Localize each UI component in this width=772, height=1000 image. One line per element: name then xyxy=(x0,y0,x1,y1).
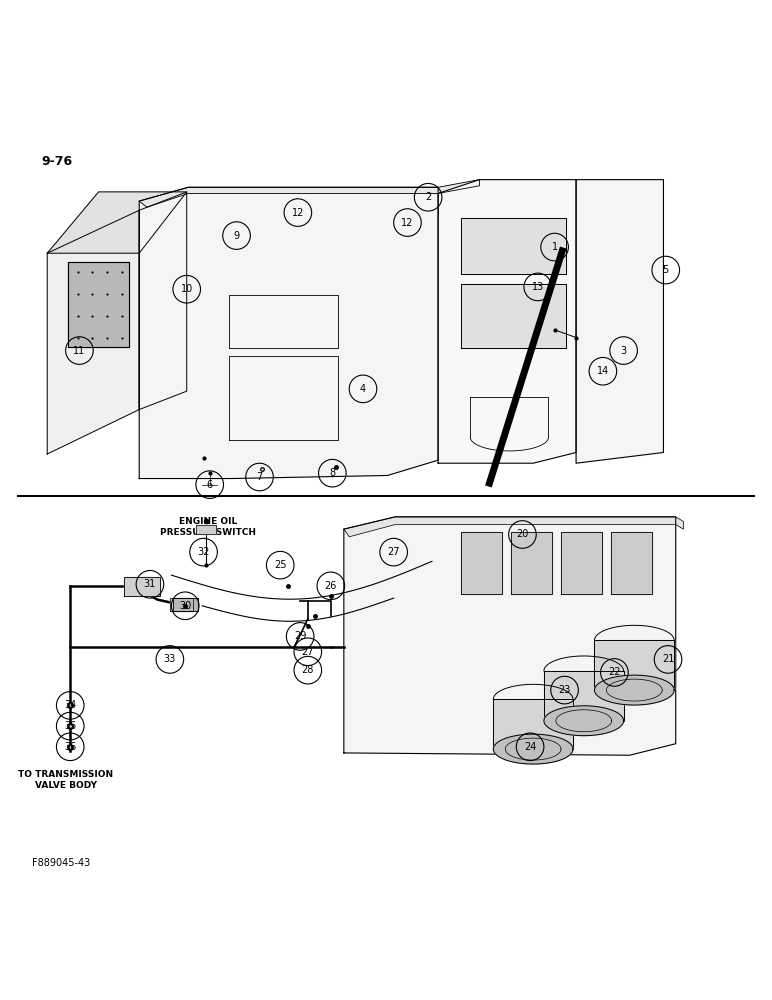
Polygon shape xyxy=(461,532,503,594)
Text: 29: 29 xyxy=(294,631,306,641)
Text: 21: 21 xyxy=(662,654,674,664)
Polygon shape xyxy=(139,180,479,207)
Text: 27: 27 xyxy=(302,647,314,657)
Polygon shape xyxy=(139,192,187,410)
Polygon shape xyxy=(544,671,624,721)
Polygon shape xyxy=(344,517,676,755)
Polygon shape xyxy=(493,699,573,749)
Polygon shape xyxy=(170,598,193,611)
Text: 33: 33 xyxy=(164,654,176,664)
Text: 9: 9 xyxy=(233,231,239,241)
Text: 8: 8 xyxy=(330,468,335,478)
Polygon shape xyxy=(511,532,552,594)
Polygon shape xyxy=(173,598,198,611)
Text: TO TRANSMISSION
VALVE BODY: TO TRANSMISSION VALVE BODY xyxy=(18,770,113,790)
Polygon shape xyxy=(594,675,674,705)
Text: 1: 1 xyxy=(551,242,557,252)
Polygon shape xyxy=(47,210,139,454)
Text: 11: 11 xyxy=(73,346,86,356)
Polygon shape xyxy=(576,180,663,463)
Text: 2: 2 xyxy=(425,192,432,202)
Polygon shape xyxy=(139,187,438,479)
Text: 24: 24 xyxy=(524,742,537,752)
Polygon shape xyxy=(461,218,566,274)
Text: 7: 7 xyxy=(256,472,262,482)
Polygon shape xyxy=(461,284,566,348)
Polygon shape xyxy=(560,532,602,594)
Text: 36: 36 xyxy=(64,742,76,752)
Polygon shape xyxy=(611,532,652,594)
Text: 35: 35 xyxy=(64,721,76,731)
Text: 28: 28 xyxy=(302,665,314,675)
Text: 31: 31 xyxy=(144,579,156,589)
Text: 10: 10 xyxy=(181,284,193,294)
Text: ENGINE OIL
PRESSURE SWITCH: ENGINE OIL PRESSURE SWITCH xyxy=(160,517,256,537)
Text: 25: 25 xyxy=(274,560,286,570)
Text: 34: 34 xyxy=(64,700,76,710)
Polygon shape xyxy=(344,517,683,537)
Text: 12: 12 xyxy=(292,208,304,218)
Polygon shape xyxy=(438,180,576,463)
Polygon shape xyxy=(68,262,129,347)
Text: 20: 20 xyxy=(516,529,529,539)
Text: 26: 26 xyxy=(325,581,337,591)
Polygon shape xyxy=(544,706,624,736)
Text: 30: 30 xyxy=(179,601,191,611)
Text: 3: 3 xyxy=(621,346,627,356)
Text: 5: 5 xyxy=(662,265,669,275)
Polygon shape xyxy=(47,192,187,253)
Text: F889045-43: F889045-43 xyxy=(32,858,90,868)
Text: 32: 32 xyxy=(198,547,210,557)
Text: 14: 14 xyxy=(597,366,609,376)
Polygon shape xyxy=(196,525,216,534)
Text: 9-76: 9-76 xyxy=(41,155,73,168)
Text: 12: 12 xyxy=(401,218,414,228)
Text: 6: 6 xyxy=(207,480,213,490)
Polygon shape xyxy=(124,577,160,596)
Text: 23: 23 xyxy=(558,685,571,695)
Text: 4: 4 xyxy=(360,384,366,394)
Text: 22: 22 xyxy=(608,667,621,677)
Text: 13: 13 xyxy=(532,282,544,292)
Polygon shape xyxy=(493,734,573,764)
Text: 27: 27 xyxy=(388,547,400,557)
Polygon shape xyxy=(594,640,674,690)
